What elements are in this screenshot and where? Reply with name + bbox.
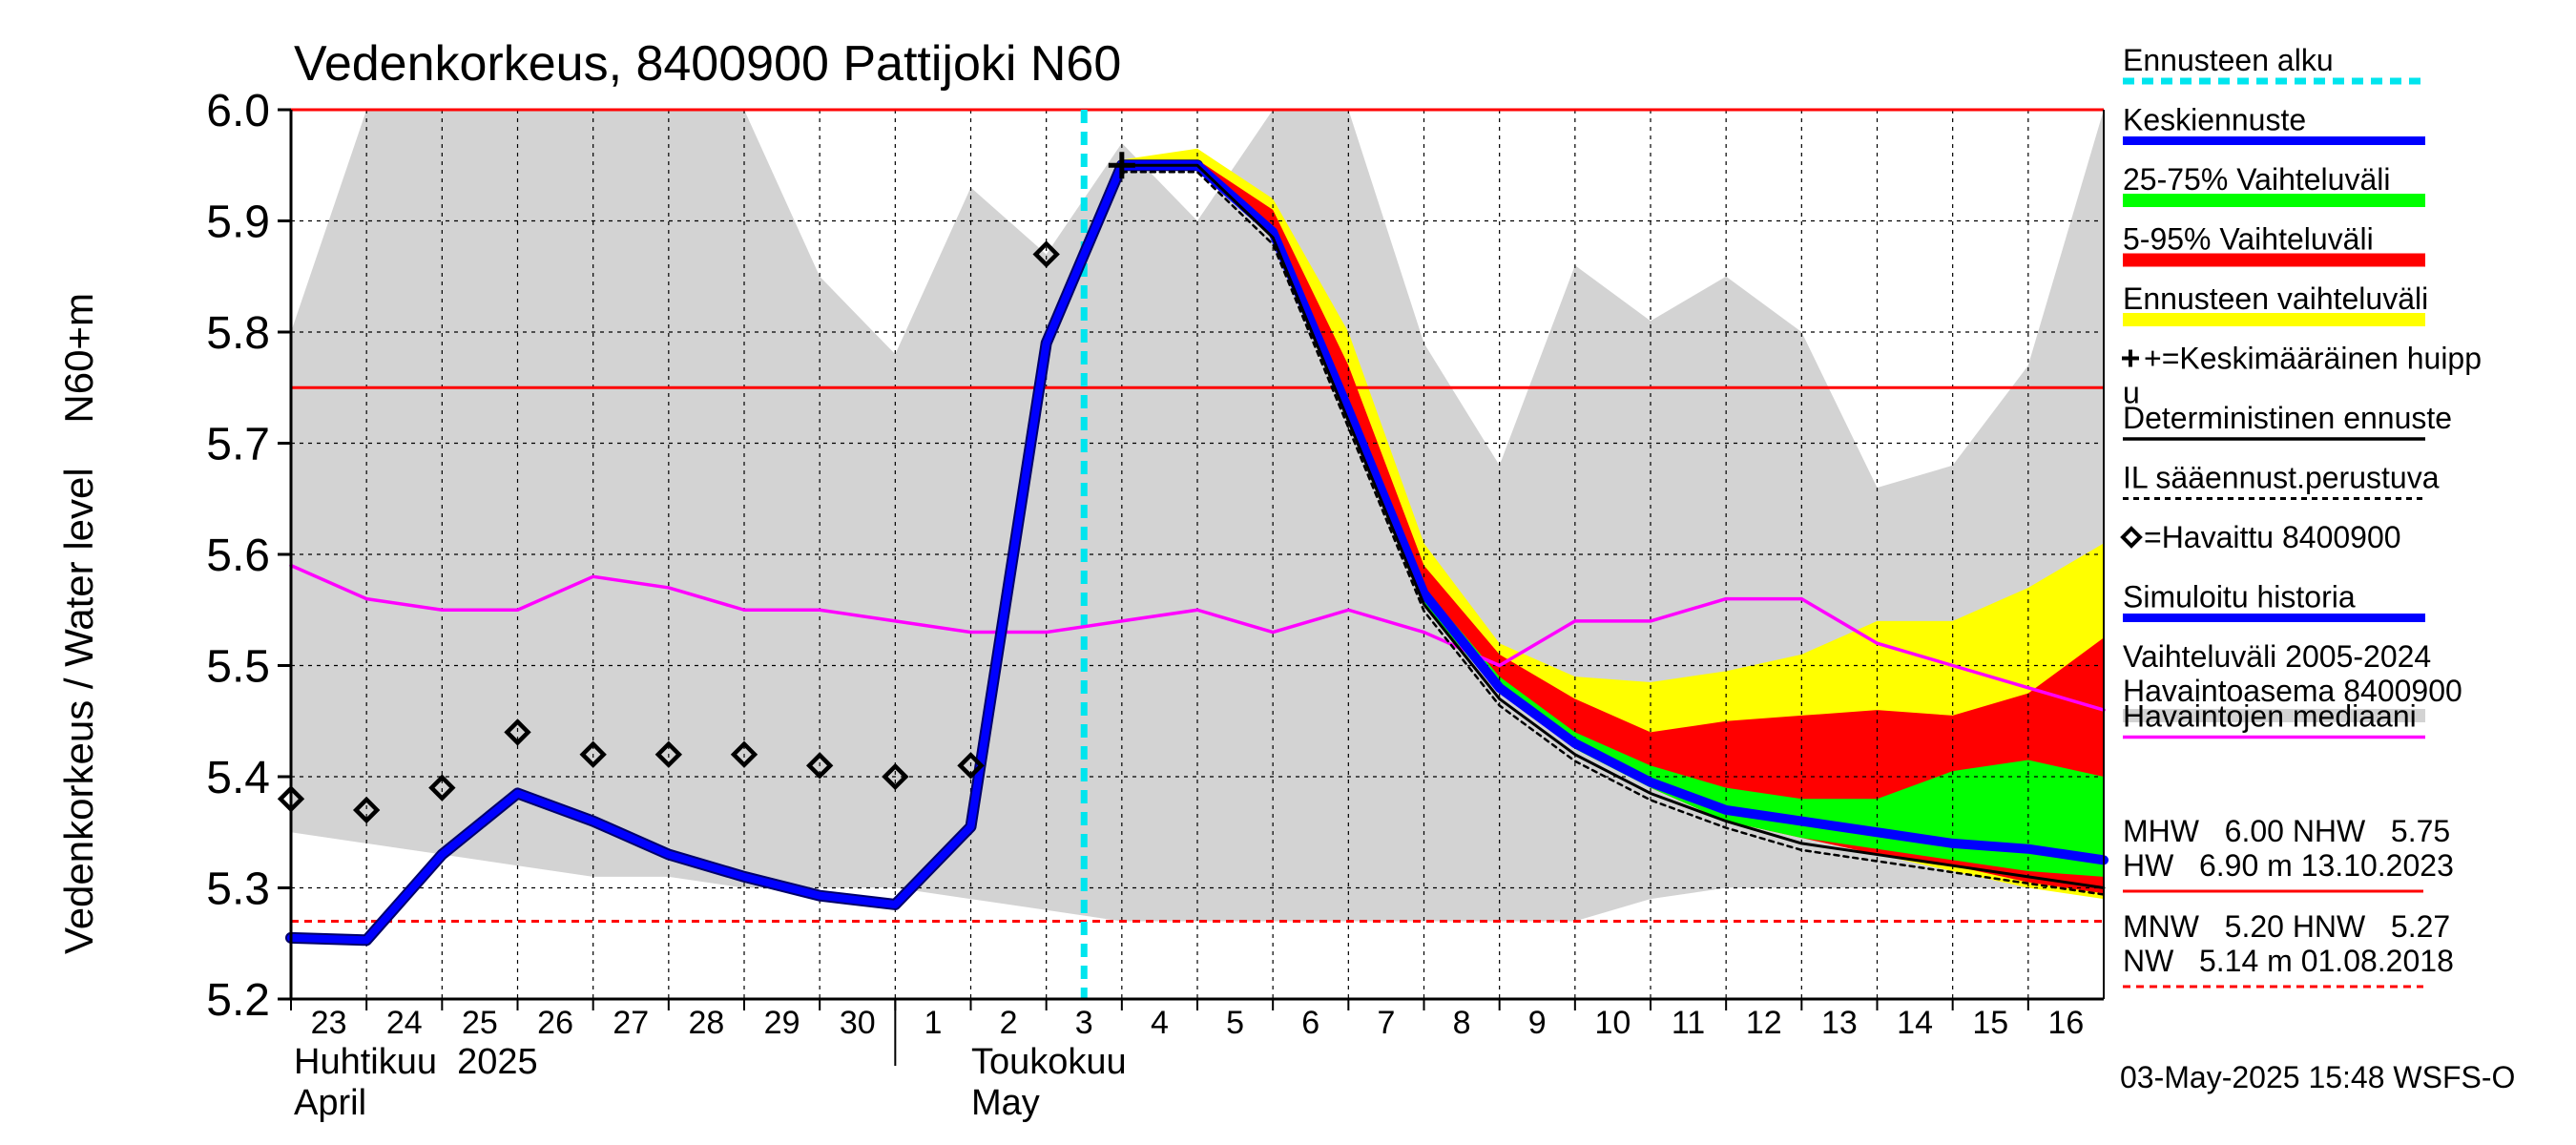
stats-line-2: HW 6.90 m 13.10.2023 <box>2123 848 2454 883</box>
month-label-april-fi: Huhtikuu 2025 <box>294 1042 538 1082</box>
legend-label: Deterministinen ennuste <box>2123 401 2452 435</box>
x-tick-label: 1 <box>924 1005 942 1041</box>
x-tick-label: 28 <box>689 1005 725 1041</box>
y-tick-label: 5.3 <box>206 864 270 915</box>
x-tick-label: 2 <box>1000 1005 1018 1041</box>
band-25-75 <box>1121 165 2104 877</box>
legend-label: +=Keskimääräinen huipp <box>2144 342 2482 376</box>
legend-label: 25-75% Vaihteluväli <box>2123 162 2390 197</box>
observed-point <box>957 752 985 780</box>
legend-label-line2: Havaintoasema 8400900 <box>2123 674 2462 708</box>
deterministic-forecast-line <box>1120 163 2106 889</box>
observed-point <box>882 762 909 791</box>
reference-lines <box>291 108 2104 999</box>
observed-point <box>1032 240 1060 268</box>
x-tick-label: 6 <box>1301 1005 1319 1041</box>
legend-label: Simuloitu historia <box>2123 580 2356 614</box>
legend: Ennusteen alku Keskiennuste 25-75% Vaihtel… <box>2120 43 2482 739</box>
x-tick-label: 25 <box>462 1005 498 1041</box>
legend-label: 5-95% Vaihteluväli <box>2123 222 2374 257</box>
legend-diamond <box>2120 526 2143 549</box>
month-label-april-en: April <box>294 1083 366 1123</box>
x-tick-label: 27 <box>613 1005 649 1041</box>
y-tick-label: 5.5 <box>206 642 270 693</box>
y-tick-label: 5.6 <box>206 531 270 581</box>
y-tick-label: 5.9 <box>206 198 270 248</box>
x-tick-label: 13 <box>1821 1005 1858 1041</box>
axis-labels: 5.25.35.45.55.65.75.85.96.023 24 25 26 27 28 2… <box>206 86 2084 1066</box>
stats-line-3: MNW 5.20 HNW 5.27 <box>2123 909 2450 944</box>
legend-label: Havaintojen mediaani <box>2123 699 2417 734</box>
x-tick-label: 15 <box>1972 1005 2008 1041</box>
grid-lines <box>291 110 2104 999</box>
mean-forecast-line <box>1116 160 2109 865</box>
x-tick-label: 26 <box>537 1005 573 1041</box>
x-tick-label: 12 <box>1746 1005 1782 1041</box>
y-tick-label: 6.0 <box>206 86 270 136</box>
y-tick-label: 5.8 <box>206 308 270 359</box>
legend-swatch <box>2123 194 2425 207</box>
observed-point <box>654 740 683 768</box>
x-tick-label: 11 <box>1672 1005 1705 1041</box>
il-weather-forecast-line <box>1120 170 2106 896</box>
stats-line-1: MHW 6.00 NHW 5.75 <box>2123 814 2450 848</box>
series-lines <box>285 159 2109 947</box>
observed-point <box>805 752 834 780</box>
x-tick-label: 29 <box>764 1005 800 1041</box>
timestamp: 03-May-2025 15:48 WSFS-O <box>2120 1060 2515 1094</box>
legend-label: Ennusteen alku <box>2123 43 2334 77</box>
y-tick-label: 5.2 <box>206 975 270 1026</box>
legend-label: Ennusteen vaihteluväli <box>2123 281 2428 316</box>
x-tick-label: 7 <box>1377 1005 1395 1041</box>
stats-line-4: NW 5.14 m 01.08.2018 <box>2123 944 2454 978</box>
month-label-may-en: May <box>971 1083 1040 1123</box>
legend-label: Vaihteluväli 2005-2024 <box>2123 639 2431 674</box>
legend-label: Keskiennuste <box>2123 103 2306 137</box>
x-tick-label: 10 <box>1595 1005 1631 1041</box>
x-tick-label: 4 <box>1151 1005 1169 1041</box>
x-tick-label: 30 <box>840 1005 876 1041</box>
x-tick-label: 14 <box>1897 1005 1933 1041</box>
y-tick-label: 5.7 <box>206 420 270 470</box>
chart-title: Vedenkorkeus, 8400900 Pattijoki N60 <box>294 36 1121 92</box>
legend-label: IL sääennust.perustuva <box>2123 461 2440 495</box>
legend-swatch <box>2123 709 2425 722</box>
observed-point <box>352 796 381 824</box>
month-label-may-fi: Toukokuu <box>971 1042 1127 1082</box>
observed-point <box>428 774 456 802</box>
legend-swatch <box>2123 313 2425 326</box>
x-tick-label: 9 <box>1528 1005 1547 1041</box>
y-tick-label: 5.4 <box>206 753 270 803</box>
y-axis-label: Vedenkorkeus / Water level N60+m <box>56 293 101 954</box>
simulated-history-line <box>287 161 1201 945</box>
x-tick-label: 8 <box>1453 1005 1471 1041</box>
observed-point <box>730 740 758 768</box>
observed-point <box>504 718 531 746</box>
x-tick-label: 24 <box>386 1005 423 1041</box>
x-tick-label: 5 <box>1226 1005 1244 1041</box>
x-tick-label: 16 <box>2048 1005 2085 1041</box>
mean-peak-marker <box>1108 152 1135 179</box>
x-tick-label: 23 <box>311 1005 347 1041</box>
legend-swatch <box>2123 253 2425 267</box>
legend-label-line2: u <box>2123 376 2140 410</box>
observed-point <box>579 740 607 768</box>
median-line <box>289 563 2106 712</box>
legend-label: =Havaittu 8400900 <box>2144 520 2401 554</box>
x-tick-label: 3 <box>1075 1005 1093 1041</box>
